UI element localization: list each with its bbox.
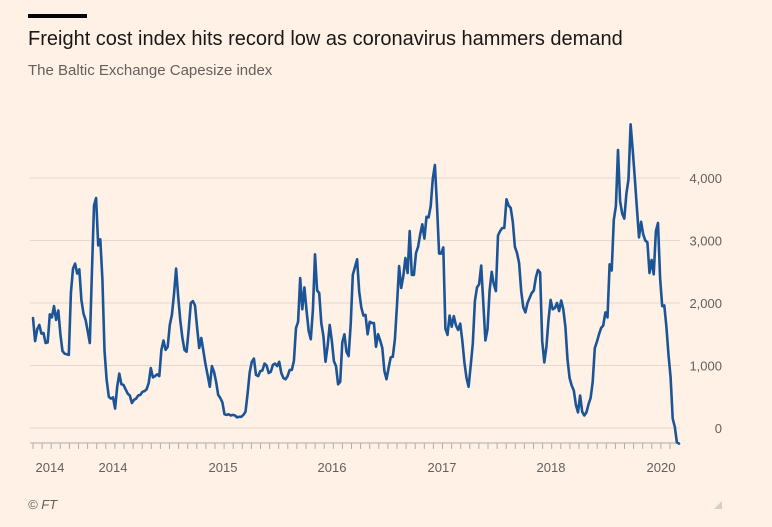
y-tick-label: 2,000 <box>689 296 722 311</box>
x-tick-label: 2014 <box>99 460 128 475</box>
x-axis <box>30 442 680 449</box>
y-tick-label: 4,000 <box>689 171 722 186</box>
chart-title: Freight cost index hits record low as co… <box>28 28 623 50</box>
series-group <box>31 123 681 445</box>
x-tick-label: 2020 <box>647 460 676 475</box>
y-axis-tick-labels: 0 1,000 2,000 3,000 4,000 <box>689 171 722 436</box>
header-rule <box>28 14 87 18</box>
y-tick-label: 3,000 <box>689 234 722 249</box>
source-credit: © FT <box>28 497 58 512</box>
x-tick-label: 2018 <box>537 460 566 475</box>
x-tick-label: 2015 <box>209 460 238 475</box>
x-tick-label: 2016 <box>318 460 347 475</box>
x-tick-label: 2017 <box>428 460 457 475</box>
series-line <box>31 123 681 445</box>
chart-subtitle: The Baltic Exchange Capesize index <box>28 62 273 79</box>
y-tick-label: 1,000 <box>689 359 722 374</box>
resize-corner-icon <box>714 501 722 509</box>
y-tick-label: 0 <box>715 421 722 436</box>
x-axis-tick-labels: 2014 2014 2015 2016 2017 2018 2020 <box>36 460 676 475</box>
gridlines <box>30 177 680 429</box>
x-tick-label: 2014 <box>36 460 65 475</box>
